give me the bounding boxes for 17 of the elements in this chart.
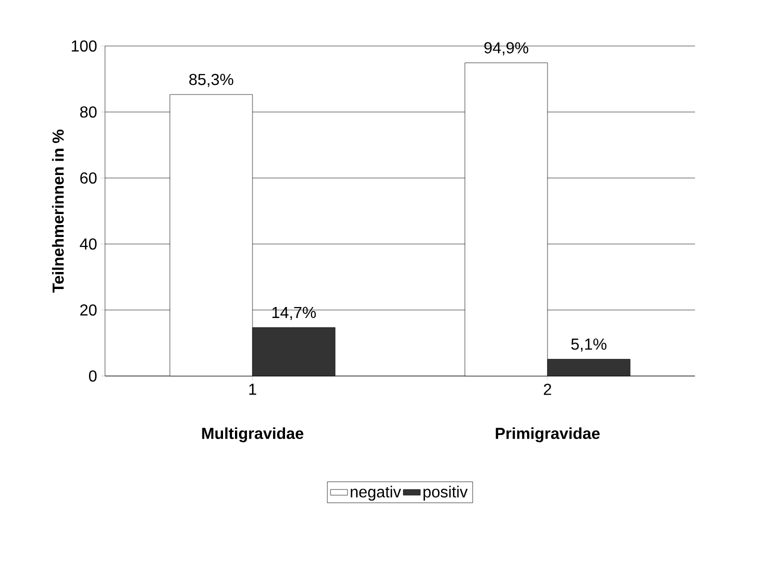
y-axis-title: Teilnehmerinnen in % [52, 130, 64, 293]
y-tick-label: 0 [88, 370, 97, 382]
y-tick-label: 60 [80, 172, 97, 184]
y-tick-label: 20 [80, 304, 97, 316]
x-tick-label: 2 [544, 384, 552, 395]
data-label: 5,1% [571, 338, 606, 352]
y-tick-label: 40 [80, 238, 97, 250]
legend-label: negativ [350, 486, 402, 501]
legend-label: positiv [424, 486, 468, 501]
text: Multigravidae [202, 427, 304, 442]
text: Primigravidae [496, 427, 600, 442]
data-label: 14,7% [272, 306, 316, 320]
data-label: 94,9% [484, 42, 528, 56]
y-tick-label: 100 [72, 40, 97, 52]
x-tick-label: 1 [249, 384, 256, 395]
data-label: 85,3% [189, 74, 234, 87]
y-tick-label: 80 [80, 106, 97, 118]
